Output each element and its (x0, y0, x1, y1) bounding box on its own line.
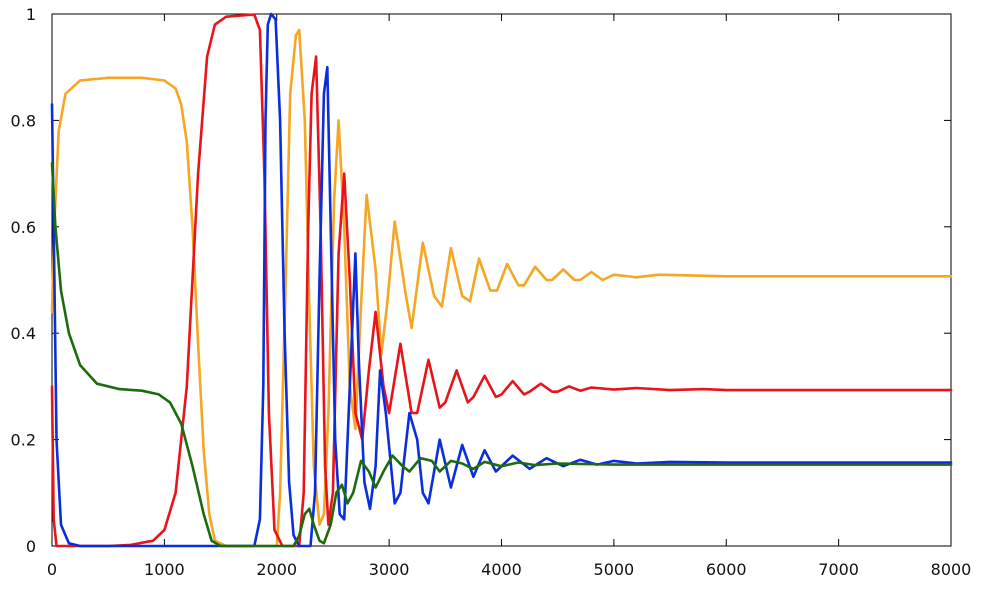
y-axis-tick-labels: 0 0.2 0.4 0.6 0.8 1 (11, 5, 36, 556)
y-tick-label: 0 (26, 537, 36, 556)
x-tick-label: 7000 (818, 560, 859, 579)
y-tick-label: 0.2 (11, 431, 36, 450)
series-line-4 (50, 161, 953, 548)
series-line-1 (50, 28, 953, 548)
x-tick-label: 5000 (594, 560, 635, 579)
y-tick-label: 0.6 (11, 218, 36, 237)
series-line-2 (50, 13, 953, 548)
x-tick-label: 6000 (706, 560, 747, 579)
x-tick-label: 8000 (931, 560, 972, 579)
y-tick-label: 0.8 (11, 111, 36, 130)
x-tick-label: 3000 (369, 560, 410, 579)
x-axis-tick-labels: 0 1000 2000 3000 4000 5000 6000 7000 8000 (47, 560, 971, 579)
x-tick-label: 4000 (481, 560, 522, 579)
series-lines (50, 12, 953, 548)
y-tick-label: 1 (26, 5, 36, 24)
y-tick-label: 0.4 (11, 324, 36, 343)
x-tick-label: 1000 (144, 560, 185, 579)
x-tick-label: 0 (47, 560, 57, 579)
axis-ticks (51, 13, 952, 547)
x-tick-label: 2000 (256, 560, 297, 579)
